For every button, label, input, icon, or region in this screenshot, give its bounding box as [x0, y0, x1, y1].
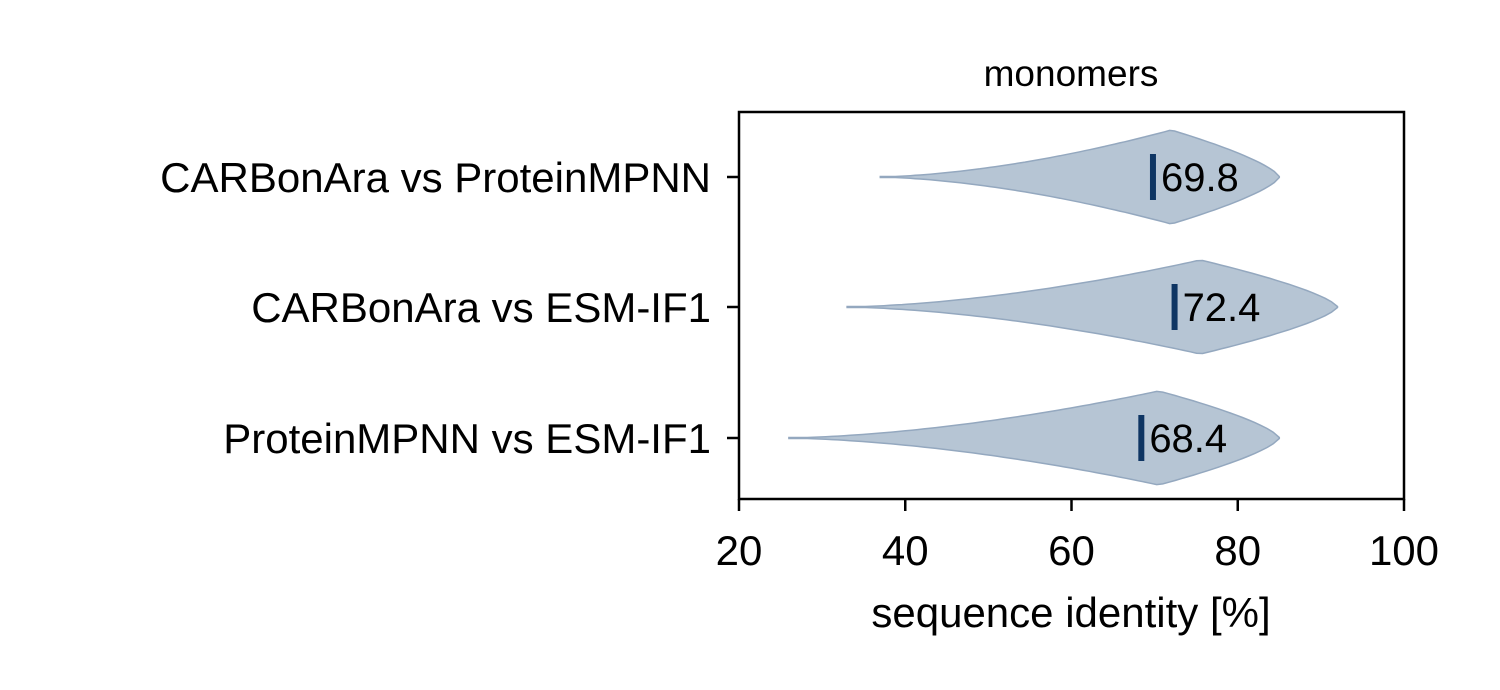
- x-axis: 20 40 60 80 100: [716, 499, 1439, 574]
- x-tick-label: 40: [882, 527, 929, 574]
- chart-title: monomers: [984, 53, 1159, 94]
- median-label: 69.8: [1161, 156, 1239, 200]
- violin-layer: 69.8 72.4 68.4: [788, 129, 1339, 486]
- y-tick-label: ProteinMPNN vs ESM-IF1: [223, 415, 711, 462]
- median-label: 68.4: [1149, 417, 1227, 461]
- x-tick-label: 100: [1369, 527, 1439, 574]
- median-label: 72.4: [1183, 286, 1261, 330]
- y-tick-label: CARBonAra vs ProteinMPNN: [160, 154, 711, 201]
- violin-body: [879, 129, 1281, 225]
- x-axis-label: sequence identity [%]: [871, 589, 1270, 636]
- x-tick-label: 20: [716, 527, 763, 574]
- violin-body: [788, 390, 1281, 486]
- x-tick-label: 80: [1214, 527, 1261, 574]
- y-tick-label: CARBonAra vs ESM-IF1: [251, 284, 711, 331]
- y-axis: CARBonAra vs ProteinMPNN CARBonAra vs ESM…: [160, 154, 739, 462]
- violin-body: [846, 259, 1339, 355]
- x-tick-label: 60: [1048, 527, 1095, 574]
